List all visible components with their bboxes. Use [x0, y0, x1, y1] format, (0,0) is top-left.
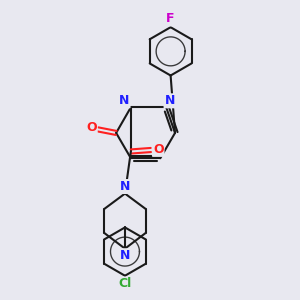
Text: F: F: [167, 13, 175, 26]
Text: N: N: [119, 94, 130, 107]
Text: Cl: Cl: [118, 278, 132, 290]
Text: N: N: [120, 249, 130, 262]
Text: O: O: [153, 143, 164, 156]
Text: O: O: [86, 122, 97, 134]
Text: N: N: [164, 94, 175, 107]
Text: N: N: [120, 180, 130, 193]
